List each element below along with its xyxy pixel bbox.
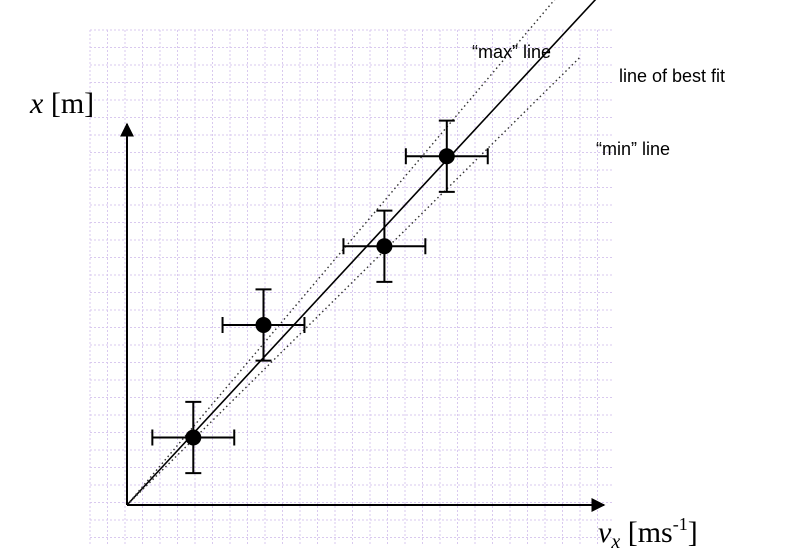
x-axis-label: vx [ms-1] bbox=[598, 514, 698, 553]
best-fit-line bbox=[126, 0, 597, 506]
point-marker bbox=[255, 317, 272, 333]
data-point bbox=[151, 400, 236, 475]
point-marker bbox=[376, 238, 393, 255]
axes bbox=[120, 122, 606, 512]
data-point bbox=[404, 119, 489, 193]
max-line bbox=[126, 0, 556, 506]
grid bbox=[89, 29, 612, 545]
y-axis-label: x [m] bbox=[29, 87, 94, 120]
min-line-label: “min” line bbox=[596, 139, 670, 159]
data-point bbox=[221, 288, 306, 362]
data-point bbox=[342, 209, 427, 283]
fit-lines bbox=[126, 0, 597, 506]
data-points bbox=[151, 119, 489, 475]
point-marker bbox=[185, 429, 202, 446]
min-line bbox=[126, 55, 582, 506]
best-fit-line-label: line of best fit bbox=[619, 66, 725, 86]
max-line-label: “max” line bbox=[472, 42, 551, 62]
point-marker bbox=[438, 148, 455, 165]
